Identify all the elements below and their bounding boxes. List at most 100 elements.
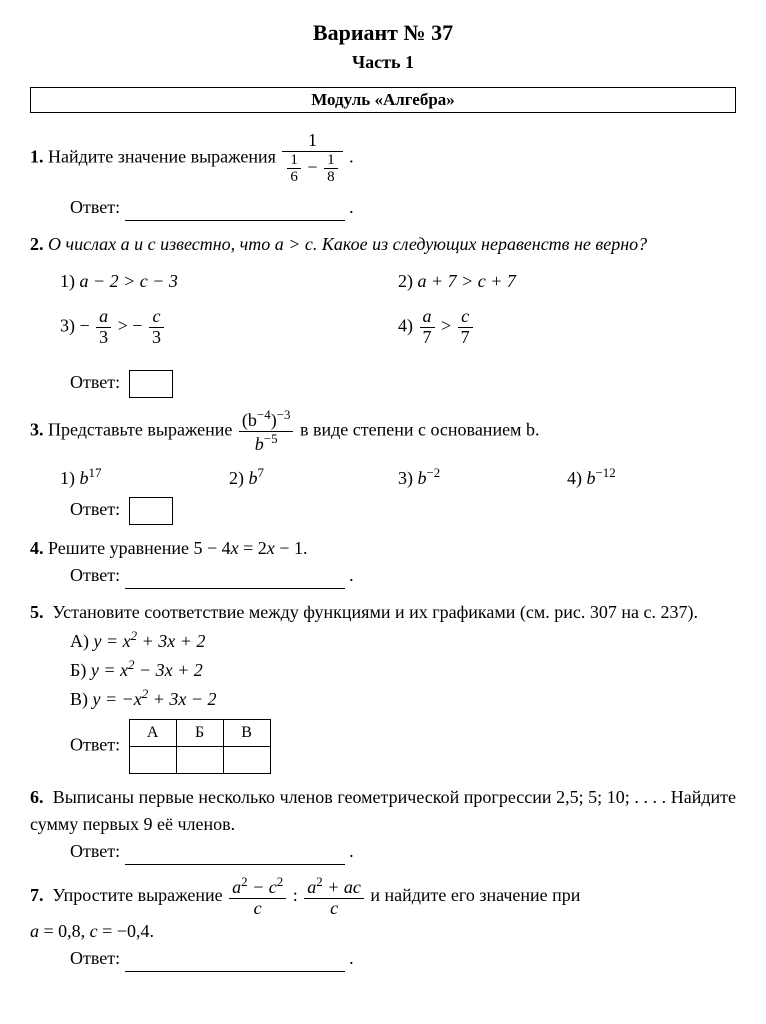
q2-opt3-label: 3)	[60, 315, 80, 335]
q2-opt3-gt: > −	[118, 315, 143, 335]
q6-answer-label: Ответ:	[70, 841, 120, 861]
q5-optB-expr: y = x2 − 3x + 2	[91, 660, 203, 680]
q2-answer-label: Ответ:	[70, 372, 120, 392]
q2-opt4-den1: 7	[420, 328, 435, 348]
page-title: Вариант № 37	[30, 20, 736, 46]
q3-opt4: 4) b−12	[567, 463, 736, 492]
q7-f1-bot: c	[254, 898, 262, 918]
q1-sub-a-den: 6	[287, 169, 301, 186]
q7-answer-line[interactable]	[125, 957, 345, 972]
q4-text: Решите уравнение 5 − 4x = 2x − 1.	[48, 538, 307, 558]
q2-opt2-expr: a + 7 > c + 7	[418, 271, 516, 291]
q5-cell-v[interactable]	[223, 746, 270, 773]
q7-cond: a = 0,8, c = −0,4.	[30, 918, 736, 945]
q7-text-before: Упростите выражение	[53, 885, 228, 905]
question-2: 2. О числах a и c известно, что a > c. К…	[30, 231, 736, 398]
q5-cell-b[interactable]	[176, 746, 223, 773]
q5-th-a: А	[129, 719, 176, 746]
question-7: 7. Упростите выражение a2 − c2 c : a2 + …	[30, 875, 736, 973]
q3-opt3-exp: −2	[427, 465, 441, 480]
q1-sub-b-den: 8	[324, 169, 338, 186]
q1-frac-top: 1	[282, 131, 342, 152]
q2-opt3: 3) − a3 > − c3	[60, 307, 398, 348]
q2-opt1-expr: a − 2 > c − 3	[80, 271, 178, 291]
q3-opt2-base: b	[249, 468, 258, 488]
q3-answer-box[interactable]	[129, 497, 173, 525]
q7-colon: :	[293, 885, 303, 905]
q4-answer-label: Ответ:	[70, 565, 120, 585]
q3-text-before: Представьте выражение	[48, 420, 237, 440]
q1-sub-a-num: 1	[287, 152, 301, 170]
q7-answer-label: Ответ:	[70, 948, 120, 968]
q3-text-after: в виде степени с основанием b.	[300, 420, 539, 440]
q3-opt2-exp: 7	[258, 465, 264, 480]
q1-sub-b-num: 1	[324, 152, 338, 170]
q2-opt3-neg: −	[80, 315, 90, 335]
q3-bot-base: b	[255, 434, 264, 454]
q2-opt3-den1: 3	[96, 328, 111, 348]
q7-text-after: и найдите его значение при	[370, 885, 580, 905]
q1-answer-label: Ответ:	[70, 197, 120, 217]
question-1: 1. Найдите значение выражения 1 1 6 − 1 …	[30, 131, 736, 221]
q6-answer-line[interactable]	[125, 850, 345, 865]
q3-opt3-label: 3)	[398, 468, 418, 488]
q7-f1-a: a	[232, 877, 241, 897]
q7-f1-minus: − c	[248, 877, 277, 897]
q1-text-before: Найдите значение выражения	[48, 147, 280, 167]
q2-opt2: 2) a + 7 > c + 7	[398, 268, 736, 295]
q5-optA-label: А)	[70, 631, 94, 651]
q4-answer-line[interactable]	[125, 574, 345, 589]
q7-f2-bot: c	[330, 898, 338, 918]
q5-text: Установите соответствие между функциями …	[53, 602, 699, 622]
q2-answer-box[interactable]	[129, 370, 173, 398]
q3-top-base: (b	[242, 410, 257, 430]
question-3: 3. Представьте выражение (b−4)−3 b−5 в в…	[30, 408, 736, 524]
q5-answer-label: Ответ:	[70, 734, 120, 754]
q5-optA-expr: y = x2 + 3x + 2	[94, 631, 206, 651]
q1-number: 1.	[30, 147, 44, 167]
q7-number: 7.	[30, 885, 44, 905]
q5-optV-label: В)	[70, 689, 93, 709]
q5-optB-label: Б)	[70, 660, 91, 680]
question-5: 5. Установите соответствие между функция…	[30, 599, 736, 774]
q3-top-exp1: −4	[257, 407, 271, 422]
q2-opt3-den2: 3	[149, 328, 164, 348]
q2-opt4-gt: >	[441, 315, 456, 335]
q3-opt1: 1) b17	[60, 463, 229, 492]
q3-opt2-label: 2)	[229, 468, 249, 488]
q2-opt2-label: 2)	[398, 271, 418, 291]
q1-answer-line[interactable]	[125, 206, 345, 221]
q3-opt4-base: b	[587, 468, 596, 488]
q3-opt1-base: b	[80, 468, 89, 488]
q5-answer-table[interactable]: А Б В	[129, 719, 271, 774]
q3-opt4-exp: −12	[596, 465, 616, 480]
q2-opt4-a: a	[423, 306, 432, 326]
q2-opt3-a: a	[99, 306, 108, 326]
q3-answer-label: Ответ:	[70, 499, 120, 519]
q2-opt4-den2: 7	[458, 328, 473, 348]
q7-f2-plus: + ac	[323, 877, 361, 897]
q1-minus: −	[307, 157, 322, 177]
q1-period: .	[349, 147, 354, 167]
question-4: 4. Решите уравнение 5 − 4x = 2x − 1. Отв…	[30, 535, 736, 589]
q6-number: 6.	[30, 787, 44, 807]
q3-opt3-base: b	[418, 468, 427, 488]
q2-opt4-c: c	[461, 306, 469, 326]
q5-th-v: В	[223, 719, 270, 746]
q2-opt4: 4) a7 > c7	[398, 307, 736, 348]
q2-opt1: 1) a − 2 > c − 3	[60, 268, 398, 295]
q2-number: 2.	[30, 234, 44, 254]
q3-opt2: 2) b7	[229, 463, 398, 492]
part-heading: Часть 1	[30, 52, 736, 73]
q2-opt3-c: c	[152, 306, 160, 326]
q2-opt1-label: 1)	[60, 271, 80, 291]
q7-f1-exp2: 2	[277, 874, 283, 889]
q3-top-exp2: −3	[277, 407, 291, 422]
q5-th-b: Б	[176, 719, 223, 746]
q5-cell-a[interactable]	[129, 746, 176, 773]
q2-text: О числах a и c известно, что a > c. Како…	[48, 234, 647, 254]
q5-number: 5.	[30, 602, 44, 622]
q4-number: 4.	[30, 538, 44, 558]
q6-text: Выписаны первые несколько членов геометр…	[30, 787, 736, 834]
module-heading: Модуль «Алгебра»	[30, 87, 736, 113]
